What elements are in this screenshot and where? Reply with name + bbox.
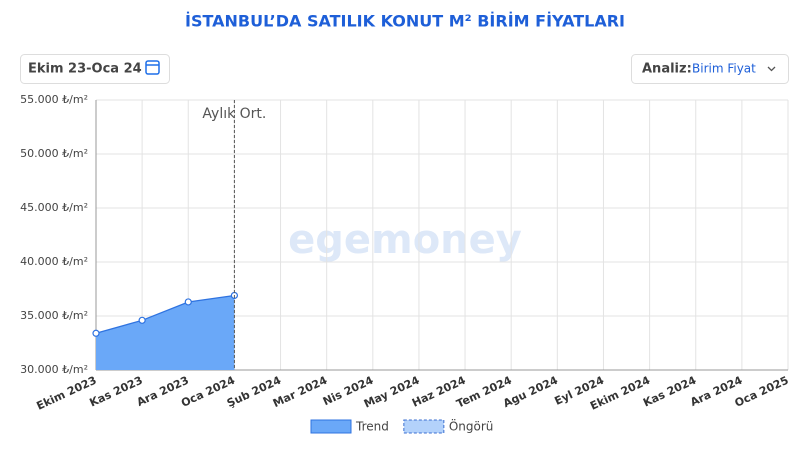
y-tick-label: 50.000 ₺/m² xyxy=(20,147,88,160)
line xyxy=(95,294,235,334)
date-range[interactable]: Ekim 23-Oca 24 xyxy=(28,62,142,77)
y-tick-label: 30.000 ₺/m² xyxy=(20,363,88,376)
y-tick-label: 40.000 ₺/m² xyxy=(20,255,88,268)
analysis-value[interactable]: Birim Fiyat xyxy=(692,62,756,76)
y-tick-label: 35.000 ₺/m² xyxy=(20,309,88,322)
date-picker-box[interactable] xyxy=(20,54,170,84)
legend-swatch xyxy=(310,419,352,434)
x-tick-label: Kas 2024 xyxy=(641,374,698,410)
point xyxy=(138,316,146,324)
dropdown-caret xyxy=(767,66,776,72)
dropdown-box[interactable] xyxy=(631,54,789,84)
point xyxy=(184,298,192,306)
analysis-label: Analiz: xyxy=(642,62,692,77)
point xyxy=(92,329,100,337)
area xyxy=(96,295,235,370)
calendar-icon[interactable] xyxy=(145,60,160,75)
x-tick-label: Ekim 2023 xyxy=(35,374,99,413)
watermark: egemoney xyxy=(288,217,522,263)
x-tick-label: Kas 2023 xyxy=(88,374,145,410)
annotation-label: Aylık Ort. xyxy=(202,106,266,122)
analysis-dropdown[interactable]: Analiz: Birim Fiyat xyxy=(631,54,789,84)
legend-label: Öngörü xyxy=(449,418,494,434)
legend-swatch xyxy=(403,419,445,434)
date-picker[interactable]: Ekim 23-Oca 24 xyxy=(20,54,170,84)
chart-title: İSTANBUL’DA SATILIK KONUT M² BİRİM FİYAT… xyxy=(185,12,625,31)
legend-label: Trend xyxy=(355,420,389,434)
y-tick-label: 45.000 ₺/m² xyxy=(20,201,88,214)
y-tick-label: 55.000 ₺/m² xyxy=(20,93,88,106)
